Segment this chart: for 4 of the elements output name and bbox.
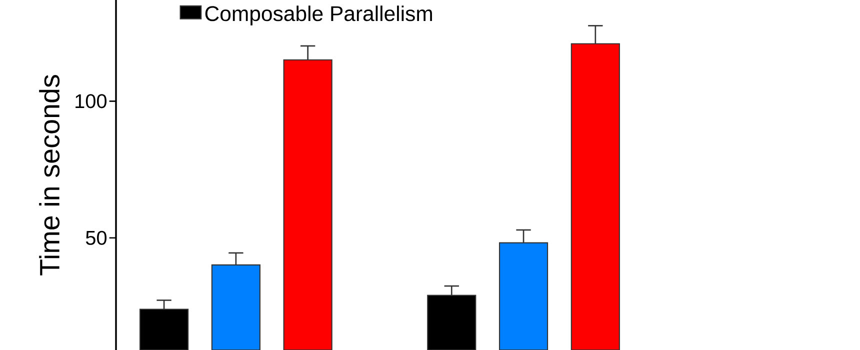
y-tick-label: 50 [86,230,107,245]
legend-label: Composable Parallelism [205,6,432,26]
y-tick-label: 100 [76,94,107,108]
y-axis-title: Time in seconds [39,75,60,276]
